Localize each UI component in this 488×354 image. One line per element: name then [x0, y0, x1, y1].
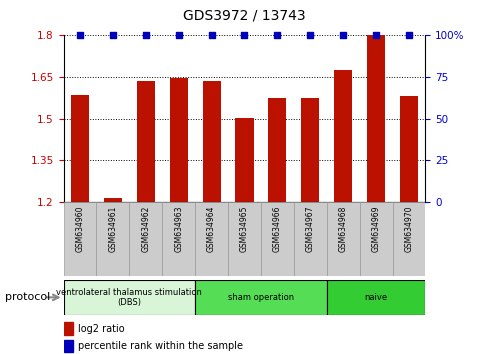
Bar [96, 202, 129, 276]
Bar [63, 340, 72, 352]
Text: GSM634964: GSM634964 [207, 205, 216, 252]
Text: GSM634970: GSM634970 [404, 205, 413, 252]
Point [76, 33, 84, 38]
Point [404, 33, 412, 38]
Text: GSM634965: GSM634965 [240, 205, 248, 252]
Point [174, 33, 182, 38]
Text: log2 ratio: log2 ratio [78, 324, 124, 333]
Bar [235, 118, 253, 202]
Bar [326, 202, 359, 276]
Bar [366, 35, 385, 202]
Bar [137, 81, 155, 202]
Bar [129, 202, 162, 276]
Bar [268, 98, 286, 202]
Bar [71, 95, 89, 202]
Point [207, 33, 215, 38]
Text: GSM634968: GSM634968 [338, 205, 347, 252]
Bar [326, 280, 425, 315]
Text: GSM634963: GSM634963 [174, 205, 183, 252]
Bar [103, 198, 122, 202]
Text: protocol: protocol [5, 292, 50, 302]
Text: percentile rank within the sample: percentile rank within the sample [78, 341, 243, 351]
Bar [261, 202, 293, 276]
Bar [359, 202, 392, 276]
Text: GSM634960: GSM634960 [75, 205, 84, 252]
Text: naive: naive [364, 293, 387, 302]
Bar [195, 202, 227, 276]
Text: GSM634962: GSM634962 [141, 205, 150, 252]
Point [339, 33, 346, 38]
Bar [293, 202, 326, 276]
Text: GSM634969: GSM634969 [371, 205, 380, 252]
Text: ventrolateral thalamus stimulation
(DBS): ventrolateral thalamus stimulation (DBS) [56, 288, 202, 307]
Bar [301, 98, 319, 202]
Point [240, 33, 248, 38]
Point [142, 33, 149, 38]
Bar [63, 280, 195, 315]
Text: GSM634966: GSM634966 [272, 205, 281, 252]
Text: GDS3972 / 13743: GDS3972 / 13743 [183, 9, 305, 23]
Bar [392, 202, 425, 276]
Point [109, 33, 117, 38]
Bar [399, 96, 417, 202]
Bar [63, 322, 72, 335]
Point [306, 33, 314, 38]
Text: GSM634967: GSM634967 [305, 205, 314, 252]
Point [371, 33, 379, 38]
Bar [227, 202, 261, 276]
Bar [63, 202, 96, 276]
Bar [169, 78, 187, 202]
Bar [333, 70, 351, 202]
Text: GSM634961: GSM634961 [108, 205, 117, 252]
Bar [195, 280, 326, 315]
Bar [162, 202, 195, 276]
Bar [202, 81, 220, 202]
Point [273, 33, 281, 38]
Text: sham operation: sham operation [227, 293, 293, 302]
